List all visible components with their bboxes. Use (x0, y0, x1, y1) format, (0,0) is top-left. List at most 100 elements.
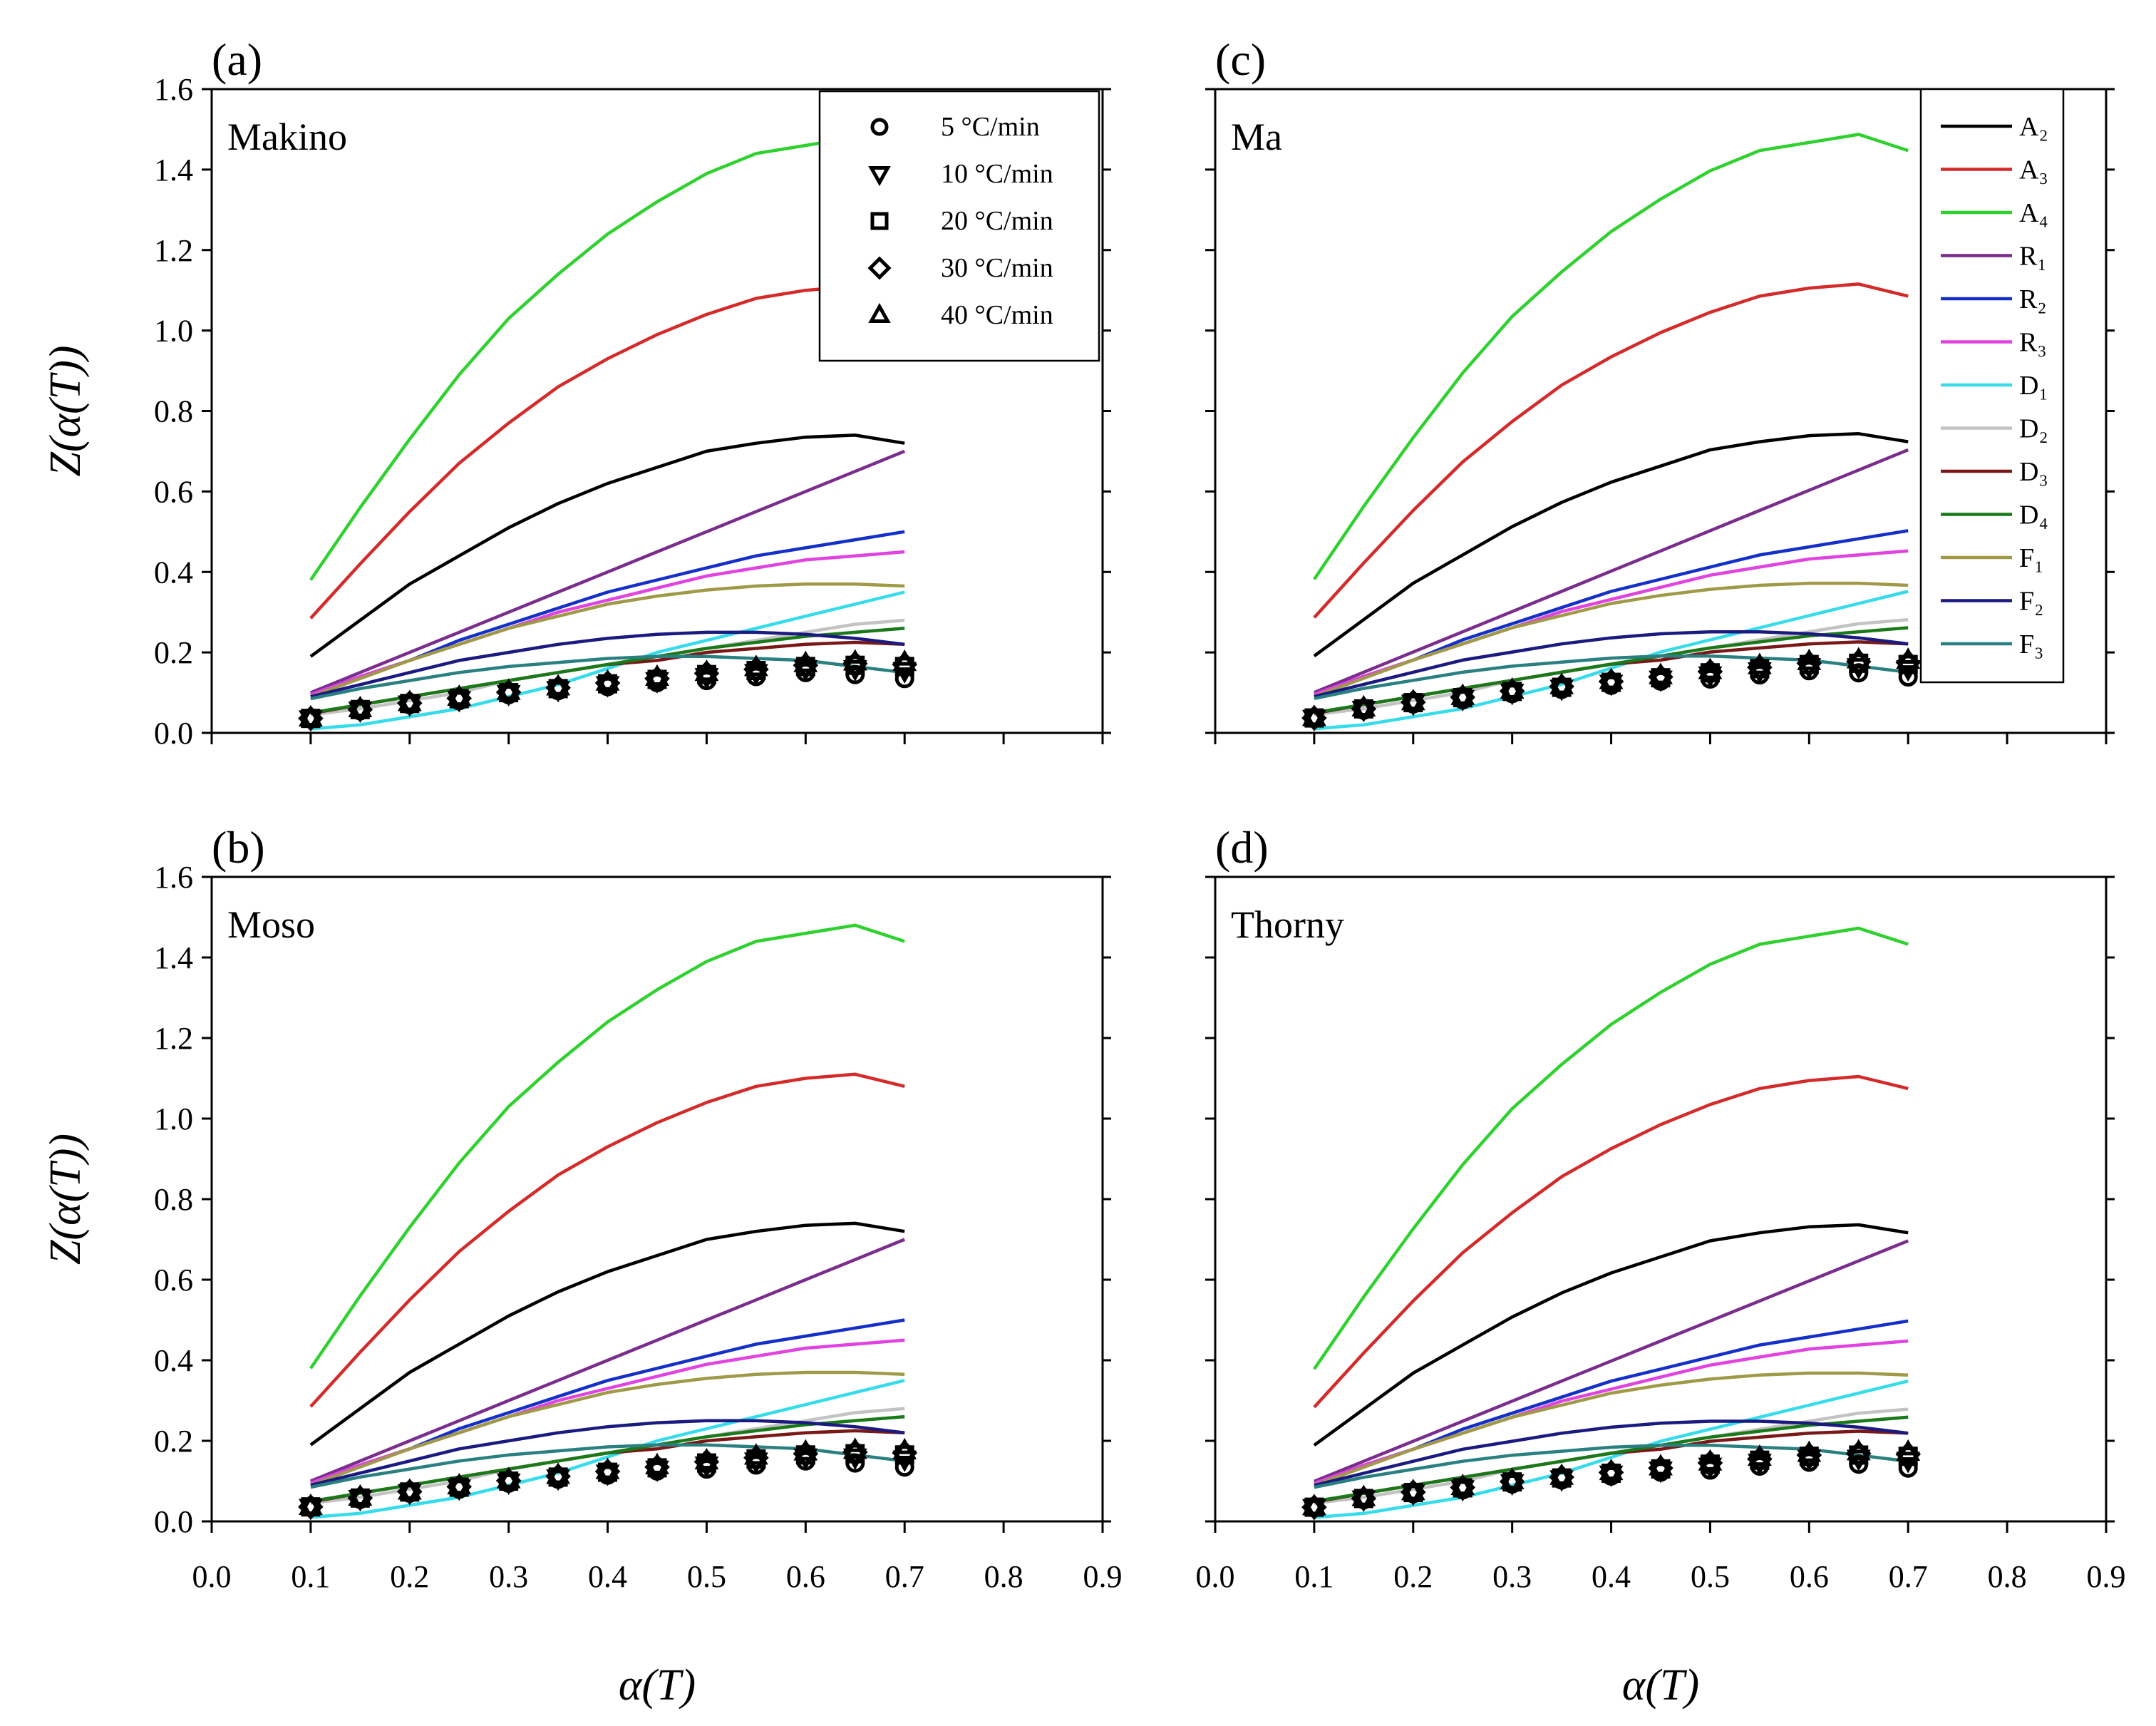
exp-point (743, 1444, 769, 1471)
curve-a (1313, 1074, 1909, 1409)
exp-point (1599, 1458, 1624, 1481)
exp-point (1400, 689, 1426, 715)
exp-point (842, 1437, 867, 1459)
exp-point (397, 1478, 422, 1500)
exp-point (1846, 1439, 1871, 1461)
exp-point (1648, 664, 1673, 690)
exp-point (693, 1449, 720, 1475)
exp-point (1450, 1473, 1475, 1496)
exp-point (1400, 1479, 1426, 1505)
y-tick-label: 0.4 (154, 1343, 193, 1378)
exp-point (594, 670, 621, 696)
y-tick-label: 0.2 (154, 1424, 193, 1459)
legend-label: 10 °C/min (941, 159, 1053, 189)
exp-series-30-c-min (298, 1439, 918, 1520)
exp-point (1896, 647, 1921, 669)
exp-point (892, 1440, 918, 1466)
exp-point (1499, 1469, 1525, 1494)
x-axis-title: α(T) (1622, 1661, 1699, 1710)
exp-point (1549, 1470, 1574, 1492)
exp-point (1599, 1465, 1624, 1487)
x-tick-label: 0.9 (1083, 1559, 1123, 1594)
exp-point (496, 684, 521, 707)
panel-tag: (b) (212, 822, 265, 873)
y-tick-label: 1.2 (154, 1021, 193, 1056)
exp-point (1845, 649, 1872, 674)
exp-point (348, 695, 373, 717)
legend-heating-rates: 5 °C/min 10 °C/min 20 °C/min 30 °C/min 40 °C… (818, 90, 1100, 362)
exp-point (495, 679, 522, 705)
exp-point (1747, 654, 1773, 680)
panel-name: Ma (1231, 115, 1282, 158)
curve-f (1314, 581, 1909, 699)
exp-point (1796, 1442, 1822, 1468)
curve-r (310, 1238, 906, 1483)
exp-point (396, 690, 423, 716)
exp-point (447, 1472, 472, 1495)
exp-point (694, 1447, 719, 1470)
legend-label: 30 °C/min (941, 253, 1053, 283)
curve-a (309, 284, 905, 620)
x-tick-label: 0.6 (786, 1559, 825, 1594)
exp-point (397, 689, 422, 712)
exp-point (1450, 684, 1476, 710)
panel-makino: 0.0 0.2 0.4 0.6 0.8 1.0 1.2 1.4 1.6 (a) Makino Z(α(… (41, 34, 1111, 751)
curve-a (309, 1072, 905, 1408)
exp-point (546, 674, 571, 696)
y-tick-label: 0.2 (154, 635, 193, 670)
legend-box (818, 90, 1100, 362)
exp-point (644, 1454, 670, 1480)
exp-series-30-c-min (1301, 649, 1922, 731)
curve-r (310, 449, 906, 694)
legend-models: A₂ A₃ A₄ R₁ R₂ R₃ D₁ D₂ D₃ D₄ F₁ F₂ F₃ (1919, 88, 2065, 684)
y-tick-label: 0.8 (154, 394, 193, 429)
exp-point (496, 678, 521, 700)
exp-point (1898, 667, 1918, 687)
exp-series-30-c-min (298, 651, 918, 731)
exp-point (1747, 1444, 1772, 1466)
legend-marker (868, 166, 891, 187)
x-tick-label: 0.1 (1294, 1559, 1334, 1594)
exp-point (1698, 1449, 1723, 1471)
exp-point (793, 650, 818, 672)
curve-r (1314, 448, 1909, 694)
y-tick-label: 1.6 (154, 72, 193, 107)
exp-point (1846, 647, 1871, 669)
y-tick-label: 1.2 (154, 233, 193, 268)
exp-point (1599, 674, 1624, 697)
exp-series-40-c-min (1301, 1439, 1921, 1516)
y-tick-label: 1.4 (154, 940, 193, 975)
exp-point (546, 1469, 571, 1491)
y-tick-label: 1.0 (154, 1101, 193, 1136)
legend-label: A₄ (2019, 198, 2048, 228)
exp-point (1599, 667, 1624, 689)
exp-point (545, 1463, 571, 1489)
exp-point (347, 697, 373, 723)
exp-point (1549, 672, 1574, 694)
exp-point (1549, 674, 1574, 699)
exp-point (1697, 659, 1723, 684)
legend-label: R₁ (2019, 242, 2047, 272)
y-tick-label: 0.6 (154, 474, 193, 509)
exp-point (1896, 1439, 1921, 1461)
curve-r (1314, 1239, 1909, 1483)
x-tick-label: 0.1 (291, 1559, 330, 1594)
legend-label: A₂ (2019, 112, 2048, 142)
curve-f (1314, 1371, 1909, 1487)
exp-point (1401, 689, 1425, 711)
panel-name: Moso (227, 903, 315, 946)
curve-a (309, 135, 905, 581)
exp-point (1697, 1450, 1723, 1476)
exp-point (545, 674, 571, 701)
exp-point (298, 1494, 324, 1520)
exp-point (446, 685, 473, 712)
exp-point (1698, 657, 1723, 679)
exp-point (1351, 1484, 1376, 1506)
exp-point (595, 1464, 620, 1486)
x-tick-label: 0.4 (588, 1559, 627, 1594)
exp-point (298, 704, 323, 726)
exp-point (1797, 648, 1822, 670)
exp-point (495, 1468, 522, 1494)
panel-ma: (c) Ma A₂ A₃ A₄ R₁ R₂ R₃ D₁ D₂ D₃ D₄ F₁ F₂ F₃ (1205, 34, 2115, 744)
legend-label: 20 °C/min (941, 206, 1053, 236)
